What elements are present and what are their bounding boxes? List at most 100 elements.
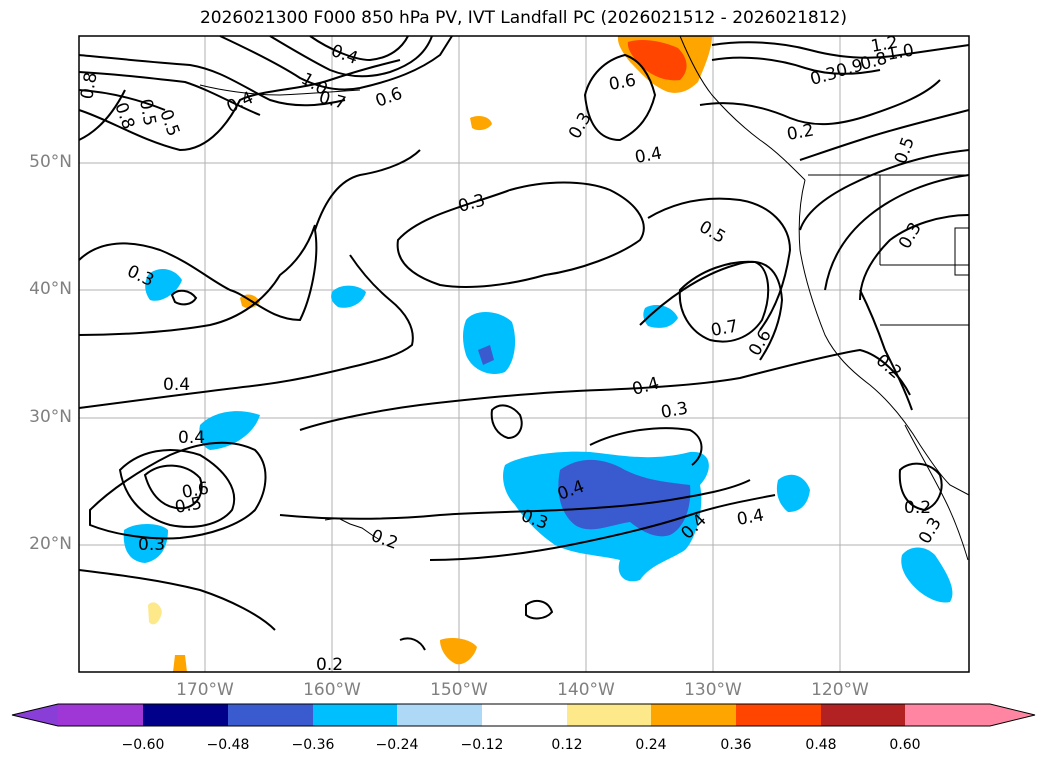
contour-03-south [279,479,751,520]
colorbar-outline [11,703,1036,727]
colorbar-segment [736,704,821,726]
colorbar-segment [313,704,397,726]
lon-label-140w: 140°W [557,680,615,700]
blue-patch-baja [901,547,953,603]
yellow-patch-1 [148,602,162,625]
contour-02-se [898,462,943,512]
contour-label: 0.4 [178,428,205,448]
contour-03-north [78,59,401,152]
contour-small-2 [525,599,554,620]
contour-nw-1 [78,54,346,107]
colorbar-segment [397,704,482,726]
lat-label-50: 50°N [29,152,72,172]
lon-label-170w: 170°W [176,680,234,700]
blue-patch-west [123,524,168,563]
contour-label: 0.7 [709,317,739,341]
colorbar-tick-label: 0.60 [889,737,921,753]
contour-label: 0.2 [785,121,815,145]
coastlines [199,35,970,561]
contour-03-big [78,149,421,322]
colorbar-extend-low [12,704,58,726]
contour-label: 0.5 [135,97,159,127]
contour-label-west: 0.3 [138,535,165,555]
colorbar-tick-label: −0.36 [291,737,335,753]
contour-east-3 [799,149,970,231]
darkblue-patch-central [558,459,691,537]
coast-alaska [679,35,806,181]
contour-nw-4 [78,89,126,141]
colorbar-segment [821,704,905,726]
contour-top-3 [309,35,409,62]
contour-03-sw [78,569,276,631]
contour-04-south [429,494,776,561]
lon-label-130w: 130°W [684,680,742,700]
darkblue-patch-midpac [478,345,494,365]
colorbar-tick-label: −0.60 [121,737,165,753]
contour-05-dateline [118,449,236,528]
lat-label-30: 30°N [29,407,72,427]
contour-06-dateline [143,464,203,510]
colorbar-segment [482,704,567,726]
contour-label: 0.3 [659,399,689,423]
colorbar-segment [905,704,990,726]
contour-03-closed [396,181,645,288]
contour-top-2 [269,35,433,78]
contour-07 [678,260,770,343]
contour-label: 0.8 [77,71,101,101]
contour-label: 0.4 [633,144,663,168]
colorbar-tick-label: −0.48 [206,737,250,753]
map-border [78,35,970,673]
contour-03-main [78,224,316,336]
contour-05-ne [647,197,792,331]
contour-label: 0.2 [904,498,931,518]
map-background [79,36,969,672]
coast-baja [904,424,969,561]
contour-ne-1 [711,56,881,75]
colorbar-tick-label: −0.24 [375,737,419,753]
map-panel: 0.4 0.5 0.8 0.5 0.8 0.7 1.0 0.4 0.6 0.6 … [77,33,970,675]
contour-label: 0.2 [316,655,343,675]
colorbar-segment [567,704,651,726]
chart-title: 2026021300 F000 850 hPa PV, IVT Landfall… [199,8,847,28]
colorbar-tick-label: 0.12 [551,737,583,753]
contour-ne-2 [711,41,970,59]
colorbar-segments [12,704,1035,726]
contour-label: 1.0 [885,41,915,65]
lon-label-120w: 120°W [811,680,869,700]
contour-04-line [78,254,414,409]
contour-east-2 [824,174,970,291]
orange-patch-4 [173,655,187,672]
contour-nw-2 [78,71,261,116]
contour-label: 0.5 [173,494,203,518]
contour-east-1 [859,214,970,301]
contour-small-4 [170,289,198,306]
colorbar-tick-label: −0.12 [460,737,504,753]
blue-patch-north [331,285,366,308]
blue-patch-dateline [199,411,260,450]
colorbar-segment [228,704,313,726]
contour-top-1 [219,35,453,91]
contour-02-east [859,289,913,411]
lon-label-150w: 150°W [430,680,488,700]
contour-nw-3 [78,89,166,111]
orange-patch-1 [440,638,477,665]
coast-west-na [798,179,970,496]
negative-shading [123,268,953,603]
contour-04-main [299,348,911,431]
lon-label-160w: 160°W [303,680,361,700]
aleutians [199,84,361,96]
contour-label: 0.4 [163,375,190,395]
blue-patch-ne [643,305,678,328]
contour-label: 0.6 [180,479,210,503]
orange-patch-2 [470,116,492,131]
contour-02-ne [699,79,941,126]
colorbar-segment [143,704,228,726]
colorbar-tick-label: 0.48 [805,737,837,753]
colorbar-segment [58,704,143,726]
contour-small-3 [589,427,703,466]
contour-gulf [583,53,657,142]
lat-label-20: 20°N [29,534,72,554]
gridlines [79,36,969,672]
contour-east-4 [799,109,970,161]
colorbar-tick-label: 0.36 [720,737,752,753]
